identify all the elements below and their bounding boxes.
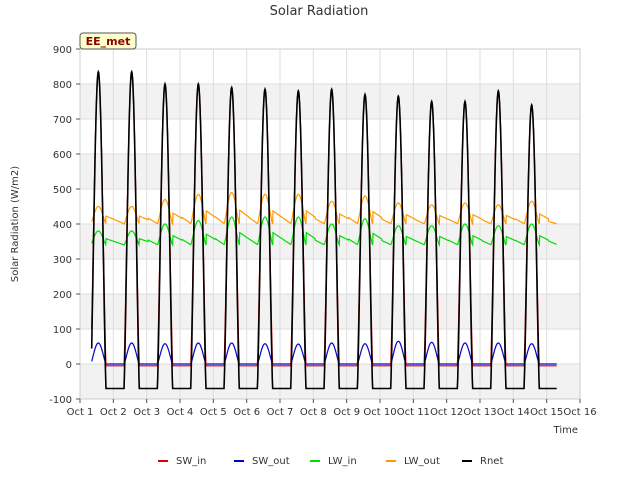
plot-band bbox=[80, 259, 580, 294]
plot-band bbox=[80, 224, 580, 259]
y-tick-label: 800 bbox=[53, 80, 72, 91]
x-tick-label: Oct 2 bbox=[100, 407, 127, 418]
legend: SW_in SW_out LW_in LW_out Rnet bbox=[158, 456, 503, 467]
series-layer bbox=[90, 69, 557, 390]
y-tick-label: 100 bbox=[53, 325, 72, 336]
legend-label: LW_in bbox=[328, 456, 357, 467]
x-axis-label: Time bbox=[553, 425, 578, 436]
legend-label: SW_in bbox=[176, 456, 206, 467]
x-tick-label: Oct 12 bbox=[430, 407, 463, 418]
site-label: EE_met bbox=[86, 35, 131, 48]
y-tick-label: 700 bbox=[53, 115, 72, 126]
x-tick-label: Oct 3 bbox=[133, 407, 160, 418]
x-tick-label: Oct 16 bbox=[563, 407, 596, 418]
chart-title: Solar Radiation bbox=[270, 4, 369, 19]
x-tick-label: Oct 14 bbox=[497, 407, 530, 418]
y-tick-label: -100 bbox=[49, 395, 72, 406]
y-axis-label: Solar Radiation (W/m2) bbox=[10, 166, 21, 282]
site-badge: EE_met bbox=[79, 32, 137, 50]
x-tick-label: Oct 4 bbox=[167, 407, 194, 418]
y-tick-label: 600 bbox=[53, 150, 72, 161]
x-tick-label: Oct 8 bbox=[300, 407, 327, 418]
legend-label: LW_out bbox=[404, 456, 440, 467]
x-tick-label: Oct 9 bbox=[333, 407, 360, 418]
x-tick-label: Oct 10 bbox=[363, 407, 396, 418]
plot-band bbox=[80, 154, 580, 189]
plot-band bbox=[80, 364, 580, 399]
legend-label: SW_out bbox=[252, 456, 290, 467]
x-tick-label: Oct 11 bbox=[397, 407, 430, 418]
x-tick-label: Oct 15 bbox=[530, 407, 563, 418]
y-tick-label: 200 bbox=[53, 290, 72, 301]
x-tick-label: Oct 13 bbox=[463, 407, 496, 418]
x-tick-label: Oct 1 bbox=[67, 407, 94, 418]
plot-band bbox=[80, 189, 580, 224]
x-tick-label: Oct 7 bbox=[267, 407, 294, 418]
series-line-rnet bbox=[90, 69, 557, 390]
x-tick-label: Oct 5 bbox=[200, 407, 227, 418]
y-tick-label: 0 bbox=[66, 360, 72, 371]
y-tick-label: 400 bbox=[53, 220, 72, 231]
y-axis: -100 0 100 200 300 400 500 600 700 800 900 bbox=[49, 45, 80, 406]
plot-band bbox=[80, 294, 580, 329]
x-axis: Oct 1 Oct 2 Oct 3 Oct 4 Oct 5 Oct 6 Oct 7 Oct 8… bbox=[67, 399, 597, 418]
x-tick-label: Oct 6 bbox=[233, 407, 260, 418]
legend-label: Rnet bbox=[480, 456, 503, 467]
plot-band bbox=[80, 49, 580, 84]
y-tick-label: 500 bbox=[53, 185, 72, 196]
y-tick-label: 900 bbox=[53, 45, 72, 56]
y-tick-label: 300 bbox=[53, 255, 72, 266]
